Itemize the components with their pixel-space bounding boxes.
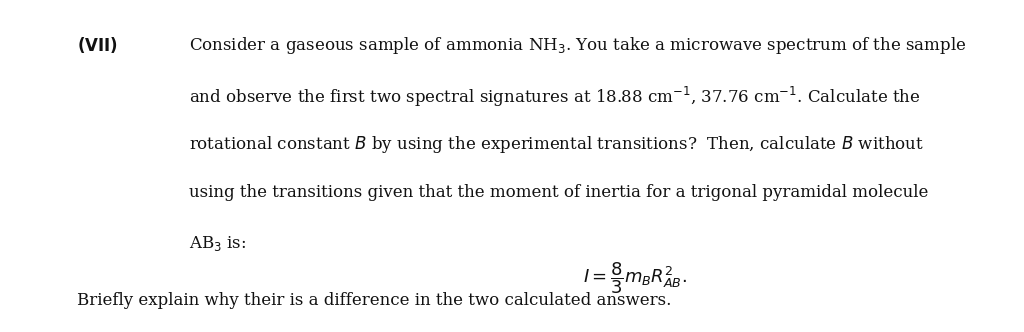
- Text: $\mathbf{(VII)}$: $\mathbf{(VII)}$: [77, 35, 118, 55]
- Text: $I = \dfrac{8}{3}m_B R^2_{AB}.$: $I = \dfrac{8}{3}m_B R^2_{AB}.$: [583, 261, 687, 296]
- Text: using the transitions given that the moment of inertia for a trigonal pyramidal : using the transitions given that the mom…: [189, 184, 929, 201]
- Text: and observe the first two spectral signatures at 18.88 cm$^{-1}$, 37.76 cm$^{-1}: and observe the first two spectral signa…: [189, 85, 921, 109]
- Text: Briefly explain why their is a difference in the two calculated answers.: Briefly explain why their is a differenc…: [77, 292, 671, 309]
- Text: AB$_3$ is:: AB$_3$ is:: [189, 234, 247, 253]
- Text: Consider a gaseous sample of ammonia NH$_3$. You take a microwave spectrum of th: Consider a gaseous sample of ammonia NH$…: [189, 35, 967, 56]
- Text: rotational constant $B$ by using the experimental transitions?  Then, calculate : rotational constant $B$ by using the exp…: [189, 134, 925, 155]
